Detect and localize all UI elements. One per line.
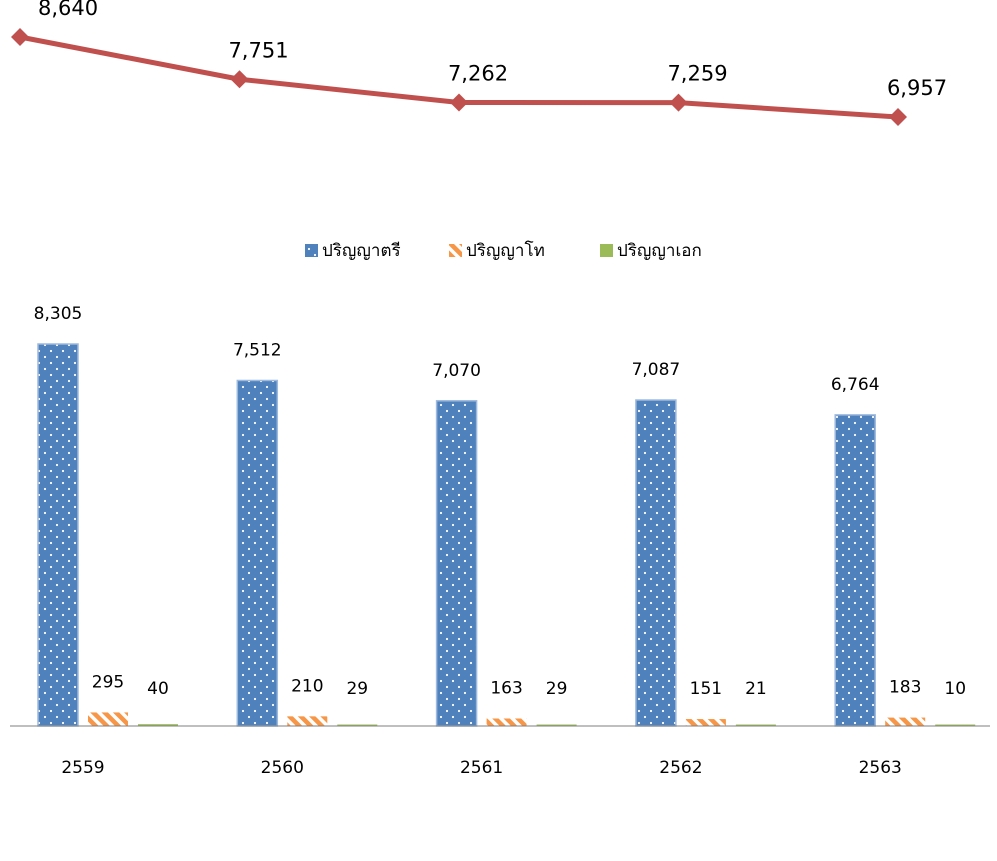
legend-item-master: ปริญญาโท — [449, 240, 545, 261]
bar-bachelor-2559 — [37, 343, 79, 727]
line-data-label-2559: 8,640 — [38, 0, 98, 20]
bar-data-label-master-2563: 183 — [889, 678, 921, 698]
bar-master-2562 — [685, 719, 726, 726]
bar-data-label-bachelor-2563: 6,764 — [831, 375, 880, 395]
bar-data-label-doctorate-2560: 29 — [346, 679, 368, 699]
line-point-2560 — [230, 70, 249, 89]
x-tick-label-2562: 2562 — [659, 758, 702, 778]
bar-data-label-bachelor-2562: 7,087 — [632, 360, 681, 380]
line-point-2562 — [669, 93, 688, 112]
bar-data-label-bachelor-2559: 8,305 — [34, 304, 83, 324]
legend-item-doctorate: ปริญญาเอก — [600, 241, 702, 261]
line-data-label-2562: 7,259 — [667, 62, 727, 86]
line-point-2563 — [889, 108, 907, 126]
x-tick-label-2560: 2560 — [261, 758, 304, 778]
legend-swatch-doctorate — [600, 244, 613, 257]
x-tick-label-2561: 2561 — [460, 758, 503, 778]
bar-master-2563 — [885, 717, 926, 726]
legend-label-master: ปริญญาโท — [466, 240, 545, 261]
line-data-label-2560: 7,751 — [228, 38, 288, 62]
bar-data-label-bachelor-2560: 7,512 — [233, 340, 282, 360]
bar-data-label-master-2559: 295 — [92, 672, 124, 692]
x-tick-label-2559: 2559 — [61, 758, 104, 778]
line-point-2561 — [450, 93, 468, 112]
legend-item-bachelor: ปริญญาตรี — [305, 241, 401, 261]
bar-master-2560 — [287, 716, 328, 726]
bar-master-2559 — [88, 712, 128, 726]
bar-doctorate-2563 — [935, 724, 976, 726]
legend-label-doctorate: ปริญญาเอก — [617, 241, 702, 261]
bar-data-label-doctorate-2559: 40 — [147, 679, 169, 699]
x-tick-label-2563: 2563 — [859, 758, 902, 778]
line-data-label-2563: 6,957 — [887, 76, 947, 100]
bar-bachelor-2563 — [834, 414, 876, 727]
bar-doctorate-2562 — [735, 724, 776, 726]
bar-doctorate-2561 — [536, 724, 577, 726]
bar-master-2561 — [486, 718, 527, 726]
bar-doctorate-2559 — [138, 724, 178, 726]
bar-data-label-master-2561: 163 — [490, 679, 522, 699]
legend-swatch-master — [449, 244, 462, 257]
bar-data-label-master-2562: 151 — [690, 679, 722, 699]
bar-bachelor-2562 — [635, 399, 677, 727]
line-point-2559 — [11, 28, 29, 46]
bar-data-label-doctorate-2563: 10 — [944, 679, 966, 699]
line-data-label-2561: 7,262 — [448, 62, 508, 86]
legend-label-bachelor: ปริญญาตรี — [322, 241, 401, 261]
bar-doctorate-2560 — [337, 724, 378, 726]
bar-data-label-master-2560: 210 — [291, 676, 323, 696]
bar-data-label-bachelor-2561: 7,070 — [432, 361, 481, 381]
legend: ปริญญาตรี ปริญญาโท ปริญญาเอก — [305, 240, 702, 261]
bar-data-label-doctorate-2562: 21 — [745, 679, 767, 699]
bar-data-label-doctorate-2561: 29 — [546, 679, 568, 699]
bar-bachelor-2560 — [236, 379, 279, 727]
bar-bachelor-2561 — [435, 400, 478, 727]
line-chart: 8,640 7,751 7,262 7,259 6,957 — [11, 0, 947, 126]
bar-chart: 8,305 295 40 2559 7,512 210 29 2560 7,070 163 29 25… — [10, 304, 990, 778]
legend-swatch-bachelor — [305, 244, 318, 257]
